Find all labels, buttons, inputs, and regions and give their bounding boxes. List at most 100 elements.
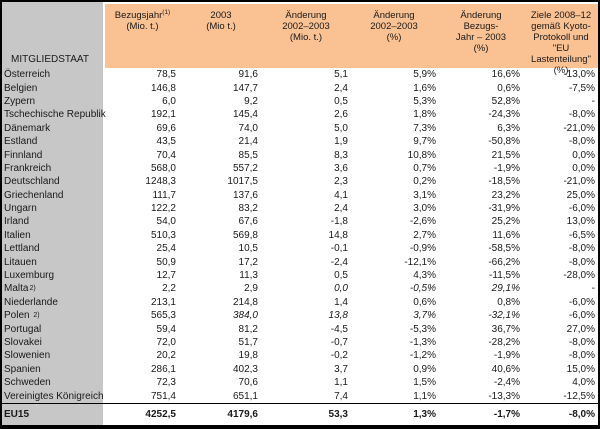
- cell-2003: 4179,6: [227, 408, 258, 420]
- cell-kyoto-ziel: 4,0%: [572, 377, 595, 389]
- table-row: Frankreich 568,0 557,2 3,6 0,7% -1,9% 0,…: [2, 161, 598, 176]
- cell-kyoto-ziel: -8,0%: [568, 136, 595, 148]
- cell-kyoto-ziel: -: [591, 283, 595, 295]
- row-country-name: Österreich: [2, 68, 103, 82]
- row-country-name: Slowenien: [2, 349, 103, 363]
- cell-aenderung-bezugsjahr: -18,5%: [488, 176, 520, 188]
- cell-bezugsjahr: 25,4: [156, 243, 176, 255]
- table-row: Ungarn 122,2 83,2 2,4 3,0% -31,9% -6,0%: [2, 201, 598, 216]
- row-country-name: Slovakei: [2, 335, 103, 350]
- cell-bezugsjahr: 78,5: [156, 69, 176, 81]
- cell-kyoto-ziel: 25,0%: [566, 189, 595, 201]
- cell-aenderung-miot: -0,7: [330, 337, 348, 348]
- header-line: Bezugs-: [463, 21, 499, 32]
- header-line: Jahr – 2003: [455, 32, 507, 43]
- cell-aenderung-bezugsjahr: 11,6%: [492, 229, 520, 241]
- country-name: Slovakei: [4, 337, 42, 348]
- cell-aenderung-bezugsjahr: 29,1%: [491, 283, 520, 295]
- cell-aenderung-pct: -0,9%: [409, 243, 436, 255]
- total-row-eu15: EU15 4252,5 4179,6 53,3 1,3% -1,7% -8,0%: [2, 402, 598, 425]
- header-line: 2002–2003: [282, 21, 330, 32]
- cell-aenderung-miot: 2,3: [334, 176, 348, 188]
- cell-aenderung-miot: 2,4: [334, 203, 348, 215]
- cell-aenderung-bezugsjahr: -28,2%: [488, 337, 520, 348]
- cell-aenderung-miot: 3,7: [334, 363, 348, 375]
- column-header-aenderung-miot: Änderung 2002–2003 (Mio. t.): [262, 4, 350, 68]
- row-country-name: Deutschland: [2, 175, 103, 189]
- member-state-header-cell: MITGLIEDSTAAT: [2, 2, 103, 68]
- cell-2003: 557,2: [232, 162, 258, 174]
- header-line: Protokoll und "EU: [533, 32, 589, 54]
- country-name: Italien: [4, 229, 31, 241]
- country-name: Litauen: [4, 256, 37, 268]
- cell-aenderung-miot: 4,1: [334, 189, 348, 201]
- country-name: Spanien: [4, 363, 41, 375]
- cell-bezugsjahr: 146,8: [150, 82, 176, 94]
- cell-aenderung-miot: 13,8: [328, 310, 348, 322]
- cell-aenderung-miot: -4,5: [330, 323, 348, 335]
- cell-aenderung-pct: -1,3%: [409, 337, 436, 348]
- country-name: Schweden: [4, 377, 51, 389]
- header-band: Bezugsjahr(1) (Mio. t.) 2003 (Mio t.) Än…: [105, 4, 598, 76]
- cell-kyoto-ziel: -8,0%: [568, 337, 595, 348]
- cell-2003: 137,6: [232, 189, 258, 201]
- cell-bezugsjahr: 1248,3: [145, 176, 176, 188]
- cell-aenderung-bezugsjahr: 6,3%: [497, 122, 520, 134]
- cell-bezugsjahr: 111,7: [152, 189, 176, 201]
- country-name: Dänemark: [4, 122, 51, 134]
- country-name: Österreich: [4, 69, 51, 81]
- cell-bezugsjahr: 122,2: [150, 203, 176, 215]
- table-row: Dänemark 69,6 74,0 5,0 7,3% 6,3% -21,0%: [2, 121, 598, 135]
- header-line: (Mio t.): [206, 21, 236, 32]
- cell-2003: 2,9: [244, 283, 258, 295]
- table-row: Lettland 25,4 10,5 -0,1 -0,9% -58,5% -8,…: [2, 242, 598, 256]
- column-header-bezugsjahr: Bezugsjahr(1) (Mio. t.): [105, 4, 180, 68]
- table-row: Portugal 59,4 81,2 -4,5 -5,3% 36,7% 27,0…: [2, 322, 598, 336]
- member-state-header-label: MITGLIEDSTAAT: [11, 54, 89, 65]
- country-name: Slowenien: [4, 350, 51, 362]
- row-country-name: Schweden: [2, 375, 103, 390]
- table-row: Luxemburg 12,7 11,3 0,5 4,3% -11,5% -28,…: [2, 268, 598, 283]
- row-country-name: Zypern: [2, 94, 103, 109]
- table-row: Zypern 6,0 9,2 0,5 5,3% 52,8% -: [2, 94, 598, 109]
- table-body: Österreich 78,5 91,6 5,1 5,9% 16,6% -13,…: [2, 68, 598, 403]
- cell-aenderung-bezugsjahr: 25,2%: [491, 216, 520, 228]
- cell-aenderung-pct: 10,8%: [407, 149, 436, 161]
- cell-aenderung-pct: -0,5%: [409, 283, 436, 295]
- cell-aenderung-bezugsjahr: -66,2%: [488, 256, 520, 268]
- country-name: Vereinigtes Königreich: [4, 390, 104, 402]
- country-name: Portugal: [4, 323, 42, 335]
- cell-kyoto-ziel: 0,0%: [572, 162, 595, 174]
- cell-bezugsjahr: 286,1: [150, 363, 176, 375]
- table-row: Slovakei 72,0 51,7 -0,7 -1,3% -28,2% -8,…: [2, 335, 598, 350]
- country-name: Deutschland: [4, 176, 60, 188]
- cell-kyoto-ziel: -6,0%: [568, 310, 595, 322]
- country-name: Frankreich: [4, 162, 52, 174]
- cell-bezugsjahr: 70,4: [156, 149, 176, 161]
- cell-kyoto-ziel: -8,0%: [568, 243, 595, 255]
- cell-aenderung-bezugsjahr: -58,5%: [488, 243, 520, 255]
- cell-2003: 91,6: [238, 69, 258, 81]
- cell-aenderung-bezugsjahr: 0,8%: [497, 296, 520, 308]
- cell-aenderung-bezugsjahr: -13,3%: [488, 390, 520, 402]
- country-name: Niederlande: [4, 296, 58, 308]
- header-line: 2003: [210, 10, 232, 21]
- country-name: Lettland: [4, 243, 40, 255]
- table-row: Griechenland 111,7 137,6 4,1 3,1% 23,2% …: [2, 188, 598, 202]
- country-name: Luxemburg: [4, 270, 55, 282]
- cell-aenderung-miot: 53,3: [328, 408, 348, 420]
- cell-bezugsjahr: 54,0: [156, 216, 176, 228]
- cell-aenderung-bezugsjahr: -1,7%: [493, 408, 520, 420]
- table-row: Deutschland 1248,3 1017,5 2,3 0,2% -18,5…: [2, 175, 598, 189]
- cell-aenderung-pct: 1,8%: [413, 109, 436, 121]
- row-country-name: Griechenland: [2, 188, 103, 202]
- cell-aenderung-pct: 4,3%: [413, 270, 436, 282]
- row-country-name: Lettland: [2, 242, 103, 256]
- table-row: Polen 2) 565,3 384,0 13,8 3,7% -32,1% -6…: [2, 309, 598, 323]
- cell-aenderung-bezugsjahr: -2,4%: [493, 377, 520, 389]
- cell-aenderung-miot: -1,8: [330, 216, 348, 228]
- header-line: Lastenteilung": [531, 54, 591, 65]
- row-country-name: Luxemburg: [2, 268, 103, 283]
- row-country-name: Portugal: [2, 322, 103, 336]
